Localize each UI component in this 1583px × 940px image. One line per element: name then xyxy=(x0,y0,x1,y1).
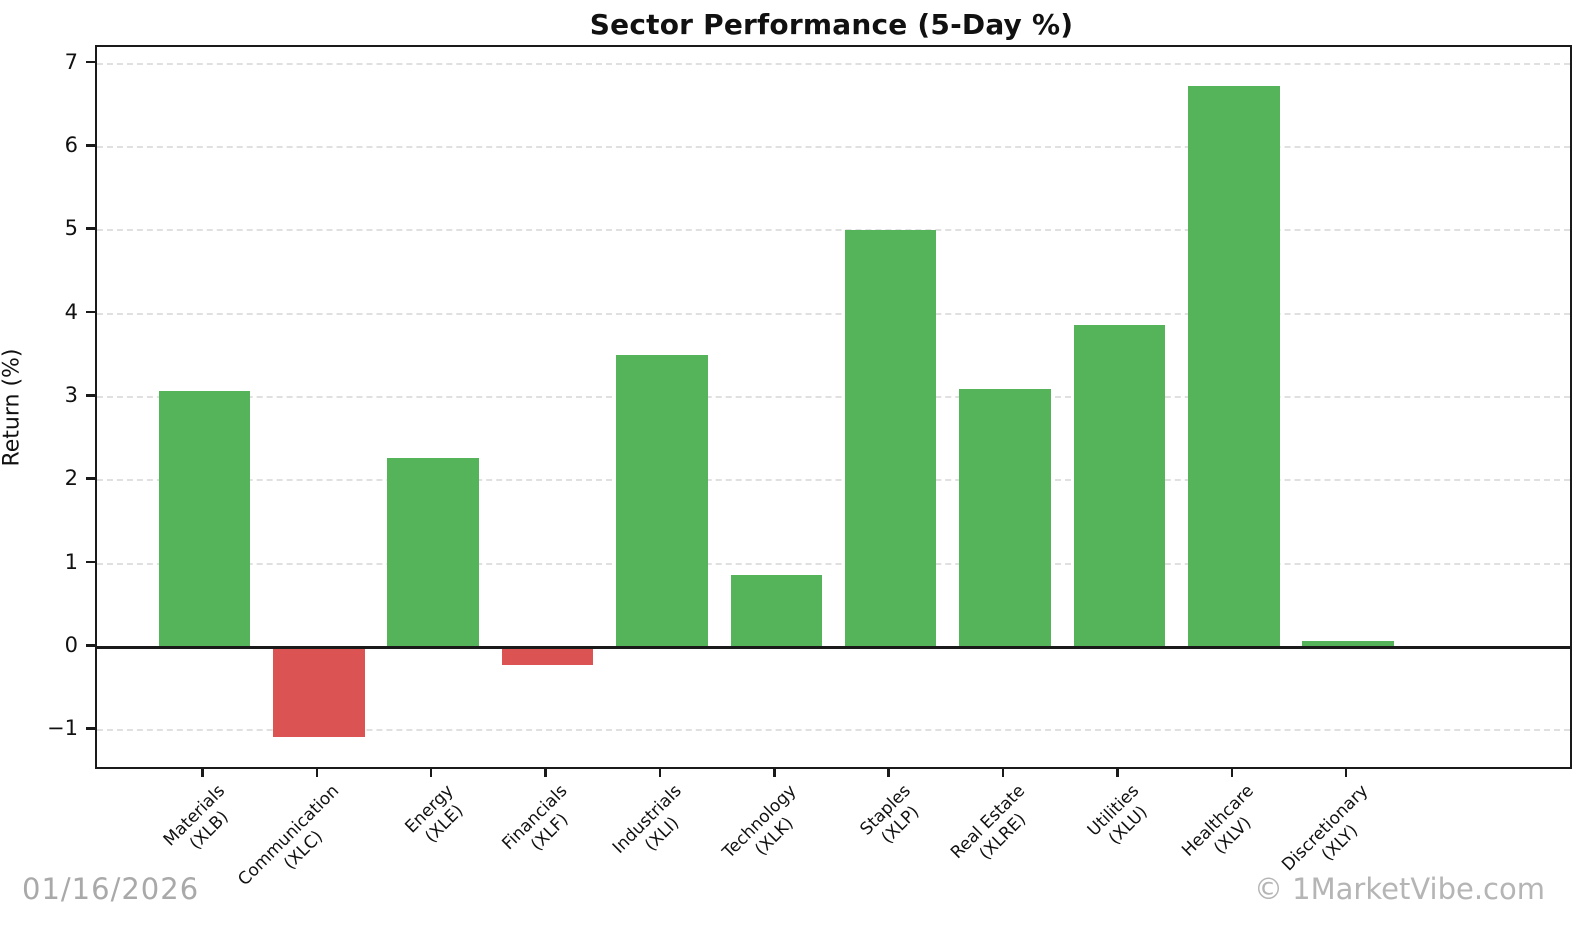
gridline xyxy=(97,479,1570,482)
x-tick-mark xyxy=(1001,767,1005,777)
x-tick-label-text: Materials (XLB) xyxy=(159,781,233,854)
gridline xyxy=(97,312,1570,315)
y-tick-mark xyxy=(86,310,95,314)
y-tick-label: 7 xyxy=(64,49,78,74)
bar xyxy=(273,647,365,737)
y-tick-mark xyxy=(86,560,95,564)
bar xyxy=(387,457,479,647)
y-tick-mark xyxy=(86,60,95,64)
gridline xyxy=(97,562,1570,565)
x-tick-label-text: Utilities (XLU) xyxy=(1084,781,1153,850)
gridline xyxy=(97,62,1570,65)
gridline xyxy=(97,229,1570,232)
x-tick-label-text: Industrials (XLI) xyxy=(609,781,687,858)
y-tick-mark xyxy=(86,144,95,147)
bar xyxy=(1302,641,1394,647)
x-tick-mark xyxy=(1116,767,1119,777)
gridline xyxy=(97,396,1570,398)
y-tick-mark xyxy=(86,394,95,397)
x-tick-mark xyxy=(429,767,433,777)
plot-area xyxy=(95,45,1572,769)
x-tick-mark xyxy=(773,767,776,777)
y-tick-label: 3 xyxy=(64,383,78,407)
date-label: 01/16/2026 xyxy=(22,872,200,906)
x-tick-mark xyxy=(544,767,547,777)
bar xyxy=(1188,86,1280,647)
x-tick-label-text: Energy (XLE) xyxy=(401,781,468,848)
bar xyxy=(501,647,594,666)
bar xyxy=(730,575,823,647)
x-tick-label-text: Staples (XLP) xyxy=(856,781,924,849)
bar xyxy=(1073,324,1166,647)
x-tick-mark xyxy=(315,767,319,777)
y-tick-label: 2 xyxy=(64,466,78,491)
x-tick-mark xyxy=(658,767,662,777)
y-tick-mark xyxy=(86,227,95,230)
y-tick-label: 0 xyxy=(64,633,78,657)
x-tick-mark xyxy=(1230,767,1234,777)
bar xyxy=(616,354,708,647)
y-tick-mark xyxy=(86,727,95,730)
y-tick-label: −1 xyxy=(47,716,78,741)
x-tick-label-text: Real Estate (XLRE) xyxy=(947,781,1031,865)
y-tick-label: 5 xyxy=(64,216,78,241)
y-tick-mark xyxy=(86,477,95,480)
zero-line xyxy=(97,645,1570,649)
chart-title: Sector Performance (5-Day %) xyxy=(589,8,1074,41)
y-tick-label: 6 xyxy=(64,133,78,157)
gridline xyxy=(97,146,1570,148)
bar xyxy=(959,388,1051,647)
y-tick-label: 1 xyxy=(64,549,78,574)
x-tick-label-text: Communication (XLC) xyxy=(234,781,344,890)
x-tick-label-text: Financials (XLF) xyxy=(498,781,573,856)
bar xyxy=(158,391,251,647)
gridline xyxy=(97,729,1570,732)
x-tick-mark xyxy=(1344,767,1348,777)
y-tick-label: 4 xyxy=(64,299,78,324)
x-tick-label-text: Healthcare (XLV) xyxy=(1178,781,1258,861)
x-tick-label-text: Technology (XLK) xyxy=(718,781,801,863)
x-tick-mark xyxy=(887,767,890,777)
y-tick-mark xyxy=(86,644,95,647)
watermark-label: © 1MarketVibe.com xyxy=(1253,872,1545,906)
x-tick-mark xyxy=(201,767,204,777)
bar xyxy=(844,229,937,647)
